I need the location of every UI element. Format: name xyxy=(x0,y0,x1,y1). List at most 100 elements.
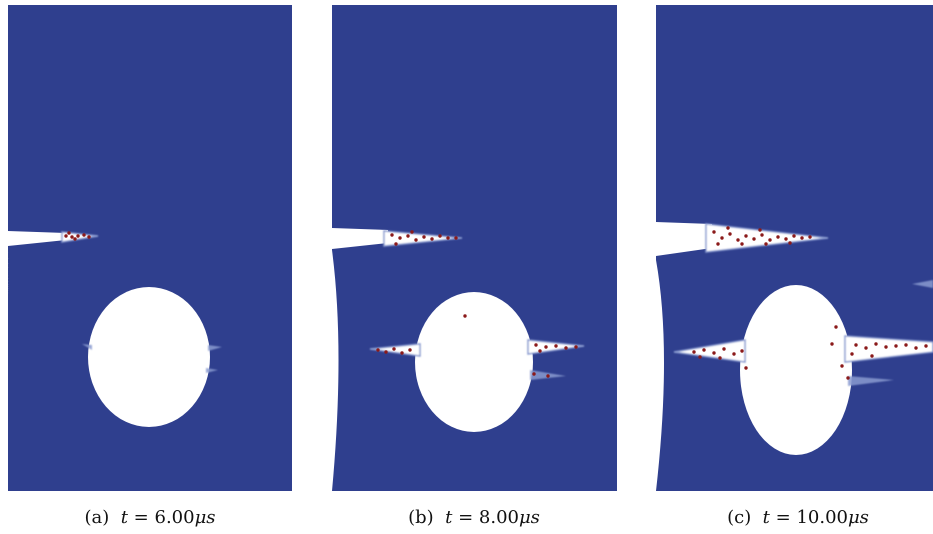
caption-c-time-value: 10.00 xyxy=(796,507,848,528)
plate-a xyxy=(8,5,292,491)
damage-particle xyxy=(758,228,762,232)
damage-particle xyxy=(87,235,91,239)
damage-particle xyxy=(800,236,804,240)
damage-particle xyxy=(70,235,74,239)
plate-b xyxy=(332,5,617,491)
damage-particle xyxy=(398,236,402,240)
panel-b xyxy=(332,5,617,491)
caption-a-time-unit: μs xyxy=(194,507,216,528)
caption-b-time-value: 8.00 xyxy=(478,507,519,528)
hole-crack-c-left xyxy=(673,339,746,363)
hole-crack-c-right2 xyxy=(848,376,894,386)
plate-c xyxy=(656,5,933,491)
hole-crack-a-left xyxy=(82,344,92,350)
damage-particle xyxy=(808,235,812,239)
damage-particle xyxy=(702,348,706,352)
damage-particle xyxy=(864,346,868,350)
damage-particle xyxy=(422,235,426,239)
damage-particles-c xyxy=(692,226,928,380)
damage-particle xyxy=(722,347,726,351)
hole-crack-a-right2 xyxy=(206,368,218,373)
notch-a xyxy=(8,231,66,246)
damage-particle xyxy=(390,233,394,237)
notch-b xyxy=(332,228,388,249)
caption-b-time-prefix: t = xyxy=(445,507,479,528)
caption-b: (b) t = 8.00μs xyxy=(408,507,540,528)
damage-particle xyxy=(408,348,412,352)
damage-particle xyxy=(574,345,578,349)
damage-particle xyxy=(736,238,740,242)
damage-particle xyxy=(438,234,442,238)
damage-particle xyxy=(73,237,77,241)
damage-particle xyxy=(82,233,86,237)
damage-particle xyxy=(430,237,434,241)
damage-particle xyxy=(414,238,418,242)
damage-particle xyxy=(544,345,548,349)
hole-crack-a-right xyxy=(208,345,222,351)
damage-particle xyxy=(406,234,410,238)
damage-particle xyxy=(768,238,772,242)
caption-a-time-value: 6.00 xyxy=(154,507,195,528)
caption-a: (a) t = 6.00μs xyxy=(84,507,215,528)
damage-particle xyxy=(840,364,844,368)
damage-particle xyxy=(400,351,404,355)
edge-crack-c xyxy=(912,280,933,288)
damage-particle xyxy=(744,366,748,370)
damage-particle xyxy=(534,343,538,347)
caption-c-time-prefix: t = xyxy=(762,507,797,528)
damage-particle xyxy=(446,236,450,240)
damage-particle xyxy=(894,344,898,348)
damage-particle xyxy=(716,242,720,246)
damage-particle xyxy=(698,355,702,359)
damage-particle xyxy=(740,242,744,246)
damage-particle xyxy=(76,234,80,238)
damage-particle xyxy=(532,372,536,376)
hole-c xyxy=(740,285,852,455)
caption-c-label: (c) xyxy=(727,507,752,528)
damage-particle xyxy=(792,234,796,238)
damage-particle xyxy=(784,237,788,241)
damage-particle xyxy=(914,346,918,350)
caption-c: (c) t = 10.00μs xyxy=(727,507,869,528)
damage-particle xyxy=(718,356,722,360)
damage-particle xyxy=(712,230,716,234)
panel-a xyxy=(8,5,292,491)
damage-particle xyxy=(538,349,542,353)
notch-c xyxy=(656,222,712,256)
damage-particle xyxy=(564,346,568,350)
damage-particles-b xyxy=(376,230,578,378)
damage-particle xyxy=(392,347,396,351)
damage-particle xyxy=(834,325,838,329)
damage-particle xyxy=(410,230,414,234)
hole-a xyxy=(88,287,210,427)
damage-particles-a xyxy=(64,231,91,241)
damage-particle xyxy=(904,343,908,347)
damage-particle xyxy=(692,350,696,354)
damage-particle xyxy=(67,231,71,235)
damage-particle xyxy=(712,351,716,355)
caption-a-time-prefix: t = xyxy=(120,507,155,528)
damage-particle xyxy=(884,345,888,349)
hole-b xyxy=(415,292,533,432)
crack-a xyxy=(61,231,99,243)
caption-c-time-unit: μs xyxy=(847,507,869,528)
damage-particle xyxy=(554,344,558,348)
damage-particle xyxy=(726,226,730,230)
damage-particle xyxy=(830,342,834,346)
damage-particle xyxy=(463,314,467,318)
damage-particle xyxy=(64,234,68,238)
damage-particle xyxy=(924,344,928,348)
damage-particle xyxy=(760,233,764,237)
caption-a-label: (a) xyxy=(84,507,110,528)
damage-particle xyxy=(744,234,748,238)
damage-particle xyxy=(728,232,732,236)
damage-particle xyxy=(788,241,792,245)
damage-particle xyxy=(720,236,724,240)
damage-particle xyxy=(546,374,550,378)
damage-particle xyxy=(384,350,388,354)
damage-particle xyxy=(764,242,768,246)
damage-particle xyxy=(846,376,850,380)
damage-particle xyxy=(752,237,756,241)
damage-particle xyxy=(454,236,458,240)
